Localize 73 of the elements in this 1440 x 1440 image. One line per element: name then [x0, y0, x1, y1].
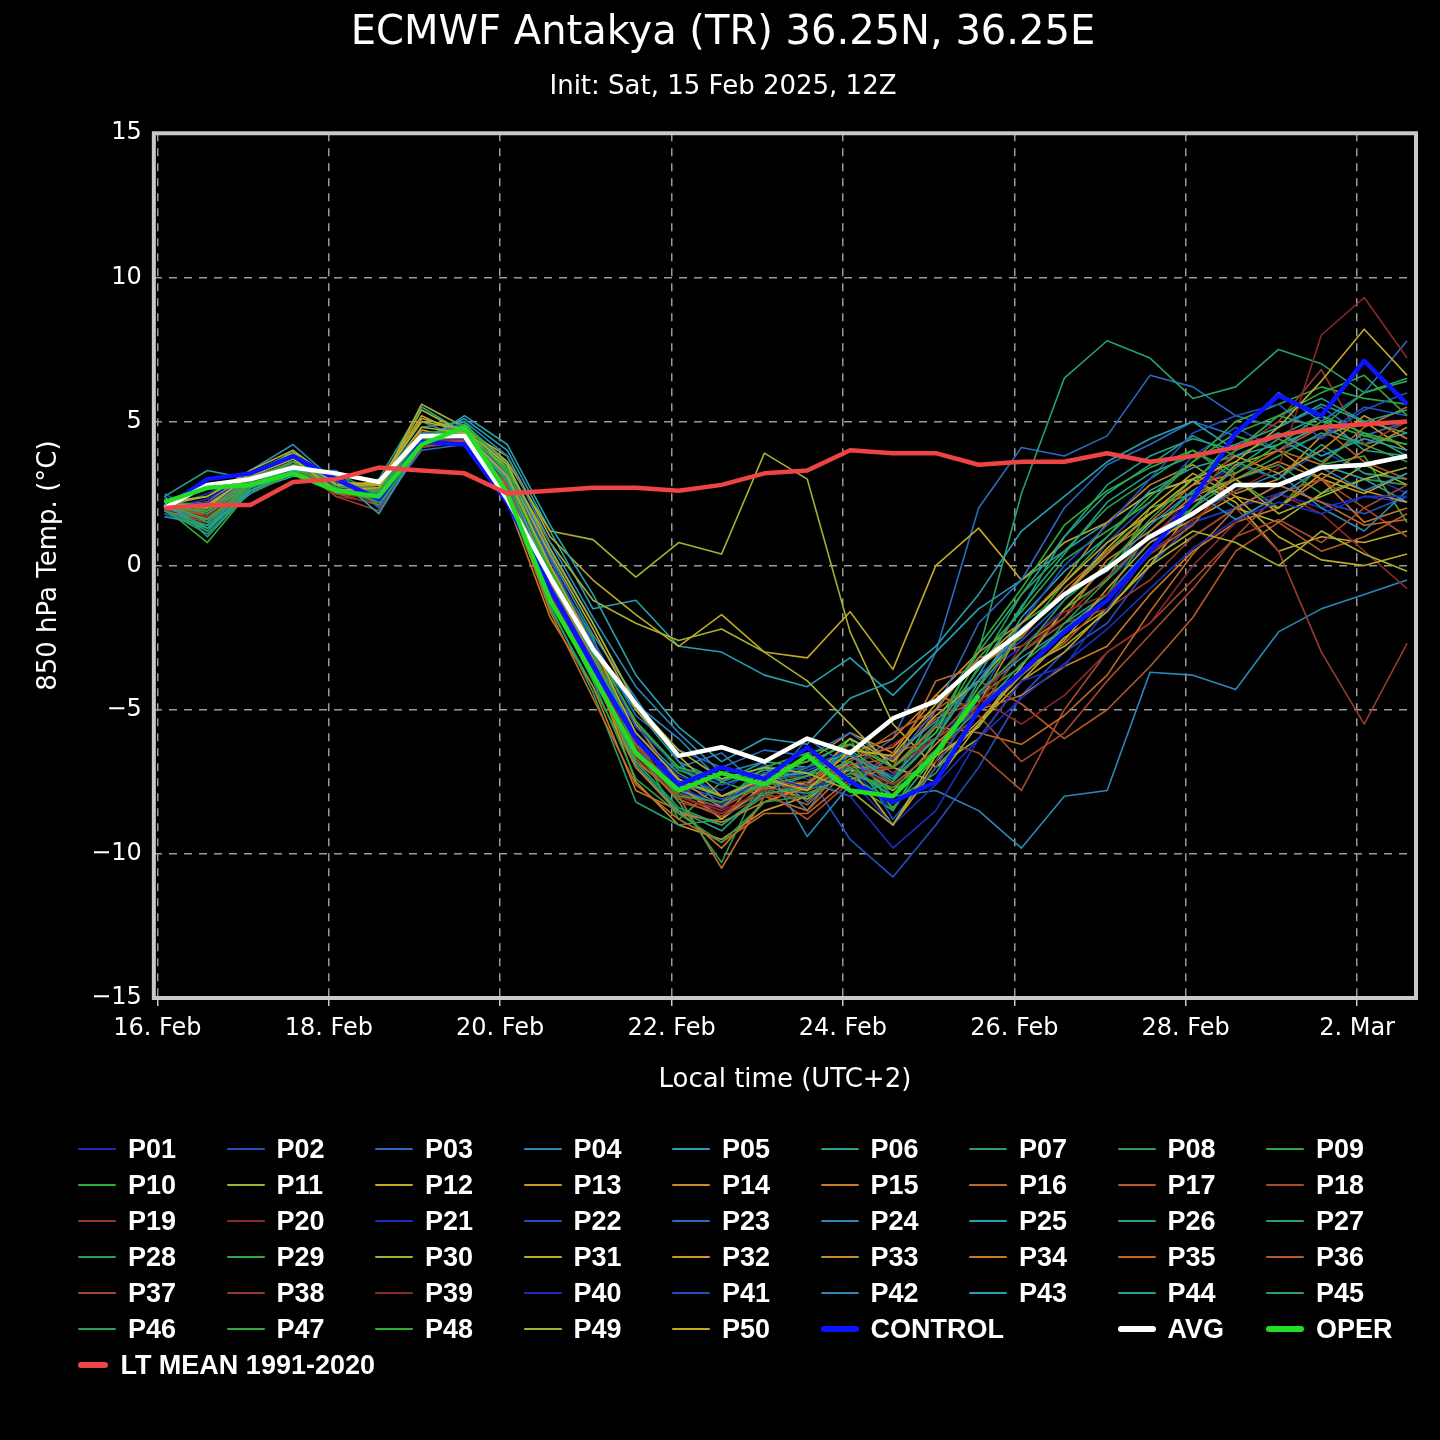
legend-label: P17: [1167, 1169, 1216, 1201]
y-tick-label: 0: [126, 549, 142, 578]
legend-label: P05: [722, 1133, 771, 1165]
y-tick-label: −10: [91, 838, 142, 867]
chart-title: ECMWF Antakya (TR) 36.25N, 36.25E: [350, 7, 1096, 54]
y-tick-label: 10: [111, 261, 142, 290]
legend-label: P45: [1316, 1277, 1365, 1309]
y-tick-label: −15: [91, 982, 142, 1011]
y-tick-label: −5: [106, 693, 142, 722]
legend-label: P29: [276, 1241, 325, 1273]
legend-label: P03: [425, 1133, 474, 1165]
legend-label: P27: [1316, 1205, 1365, 1237]
legend-label: P23: [722, 1205, 771, 1237]
legend-label: AVG: [1167, 1313, 1225, 1345]
legend-label: P20: [276, 1205, 325, 1237]
legend-label: P30: [425, 1241, 474, 1273]
legend-label: P35: [1167, 1241, 1216, 1273]
legend-label: P04: [573, 1133, 622, 1165]
chart-subtitle: Init: Sat, 15 Feb 2025, 12Z: [549, 70, 897, 101]
legend-label: P24: [870, 1205, 919, 1237]
y-tick-label: 5: [126, 405, 142, 434]
legend-label: P25: [1019, 1205, 1068, 1237]
legend-label: P46: [128, 1313, 177, 1345]
y-axis-title: 850 hPa Temp. (°C): [32, 440, 63, 691]
legend-label: P22: [573, 1205, 622, 1237]
legend-label: P42: [870, 1277, 919, 1309]
x-tick-label: 2. Mar: [1319, 1012, 1396, 1041]
x-tick-label: 26. Feb: [970, 1012, 1059, 1041]
legend-label: P37: [128, 1277, 177, 1309]
legend-label: P39: [425, 1277, 474, 1309]
legend-label: P36: [1316, 1241, 1365, 1273]
legend-label: P26: [1167, 1205, 1216, 1237]
legend-label: P31: [573, 1241, 622, 1273]
legend-label: P47: [276, 1313, 325, 1345]
x-tick-label: 20. Feb: [456, 1012, 545, 1041]
x-tick-label: 18. Feb: [284, 1012, 373, 1041]
legend-label: P08: [1167, 1133, 1216, 1165]
legend-label: P49: [573, 1313, 622, 1345]
legend-label: P12: [425, 1169, 474, 1201]
legend-label: P15: [870, 1169, 919, 1201]
legend-label: P48: [425, 1313, 474, 1345]
legend-label: LT MEAN 1991-2020: [120, 1349, 375, 1381]
y-tick-label: 15: [111, 117, 142, 146]
legend-label: P19: [128, 1205, 177, 1237]
legend-label: P44: [1167, 1277, 1216, 1309]
legend-label: P01: [128, 1133, 177, 1165]
legend-label: P41: [722, 1277, 771, 1309]
legend-label: OPER: [1316, 1313, 1393, 1345]
legend-label: P02: [276, 1133, 325, 1165]
legend-label: P13: [573, 1169, 622, 1201]
legend-label: P14: [722, 1169, 771, 1201]
legend-label: P21: [425, 1205, 474, 1237]
legend-label: P43: [1019, 1277, 1068, 1309]
legend-label: P32: [722, 1241, 771, 1273]
legend-label: P11: [276, 1169, 324, 1201]
legend-label: P06: [870, 1133, 919, 1165]
x-tick-label: 24. Feb: [798, 1012, 888, 1041]
legend-label: P16: [1019, 1169, 1068, 1201]
legend-label: CONTROL: [870, 1313, 1004, 1345]
x-tick-label: 16. Feb: [113, 1012, 202, 1041]
legend-label: P07: [1019, 1133, 1068, 1165]
legend-label: P28: [128, 1241, 177, 1273]
legend-label: P34: [1019, 1241, 1068, 1273]
x-axis-title: Local time (UTC+2): [658, 1063, 912, 1094]
legend-label: P18: [1316, 1169, 1365, 1201]
legend-label: P10: [128, 1169, 177, 1201]
legend-label: P09: [1316, 1133, 1365, 1165]
legend-label: P38: [276, 1277, 325, 1309]
x-tick-label: 28. Feb: [1141, 1012, 1230, 1041]
x-tick-label: 22. Feb: [627, 1012, 716, 1041]
legend-label: P40: [573, 1277, 622, 1309]
legend-label: P33: [870, 1241, 919, 1273]
legend-label: P50: [722, 1313, 771, 1345]
